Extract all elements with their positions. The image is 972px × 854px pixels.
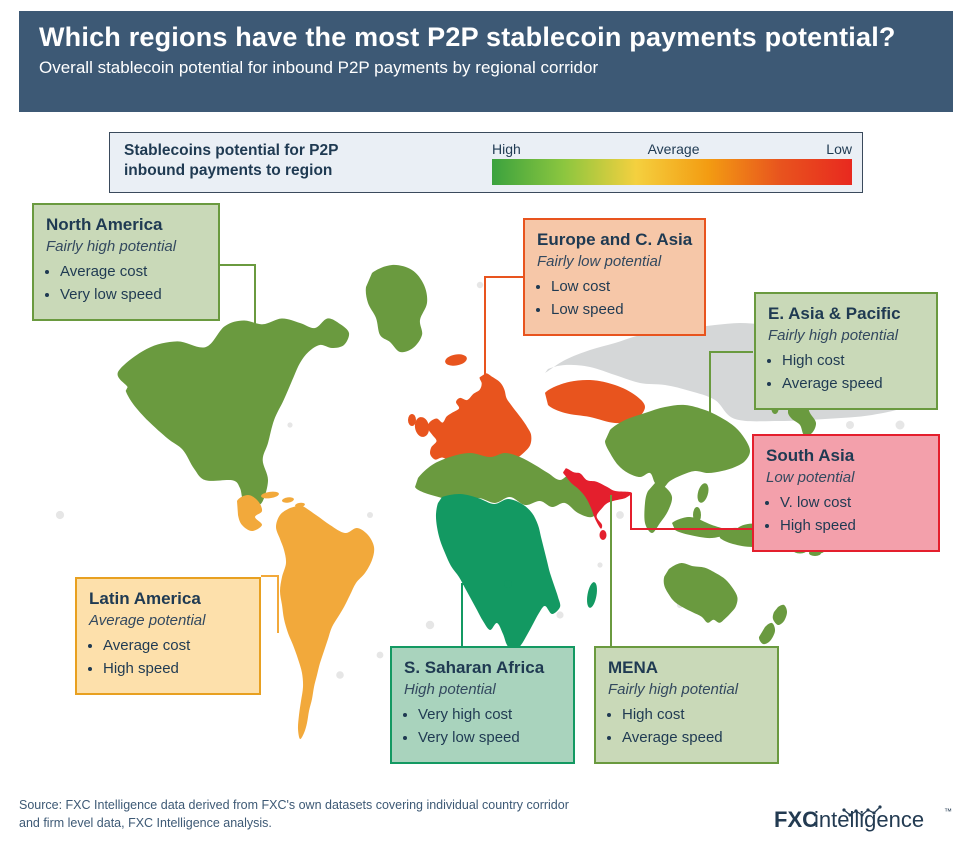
svg-text:™: ™ bbox=[944, 807, 952, 816]
svg-text:FXC: FXC bbox=[774, 807, 818, 832]
